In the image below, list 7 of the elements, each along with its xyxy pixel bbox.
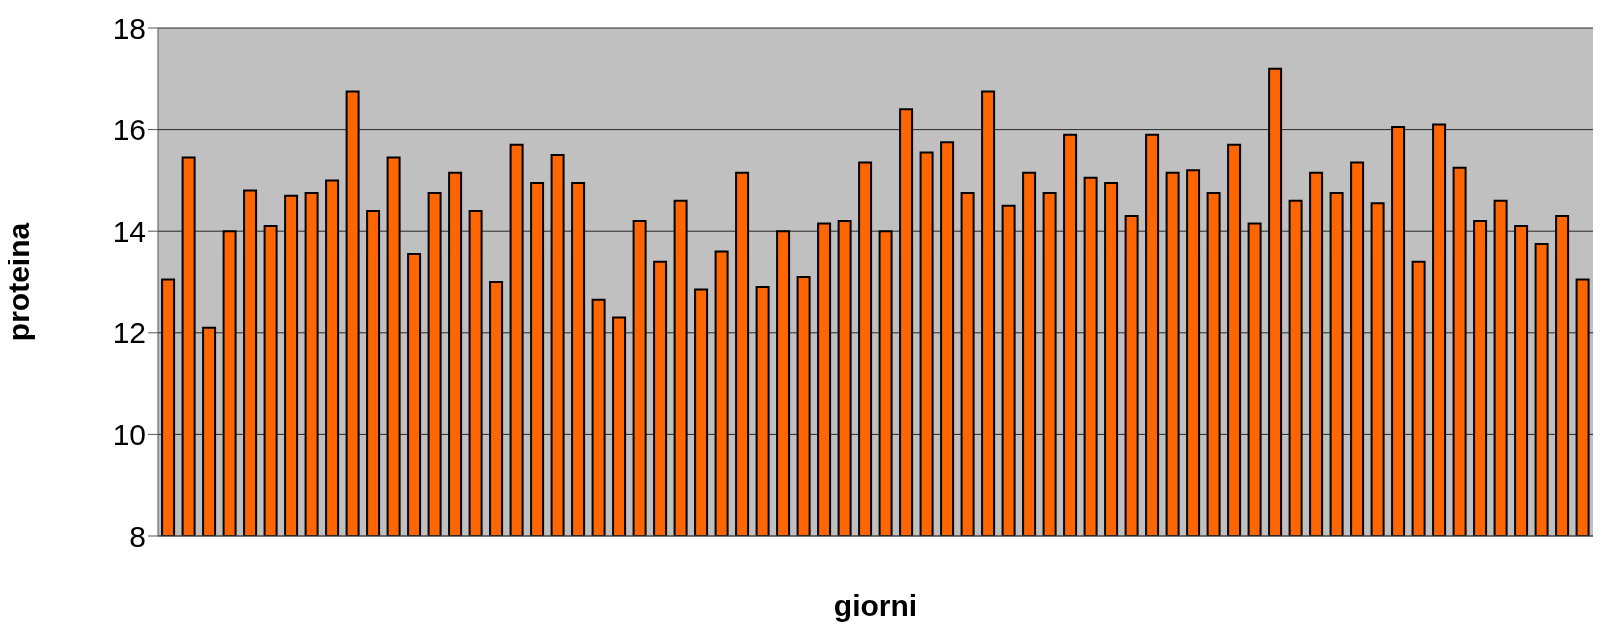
x-axis-title: giorni <box>833 589 918 622</box>
y-tick-label: 14 <box>112 214 146 248</box>
y-tick-label: 18 <box>112 11 146 45</box>
y-tick-label: 8 <box>129 519 146 553</box>
y-tick-label: 12 <box>112 316 146 350</box>
y-tick-label: 16 <box>112 113 146 147</box>
y-tick-label: 10 <box>112 418 146 452</box>
